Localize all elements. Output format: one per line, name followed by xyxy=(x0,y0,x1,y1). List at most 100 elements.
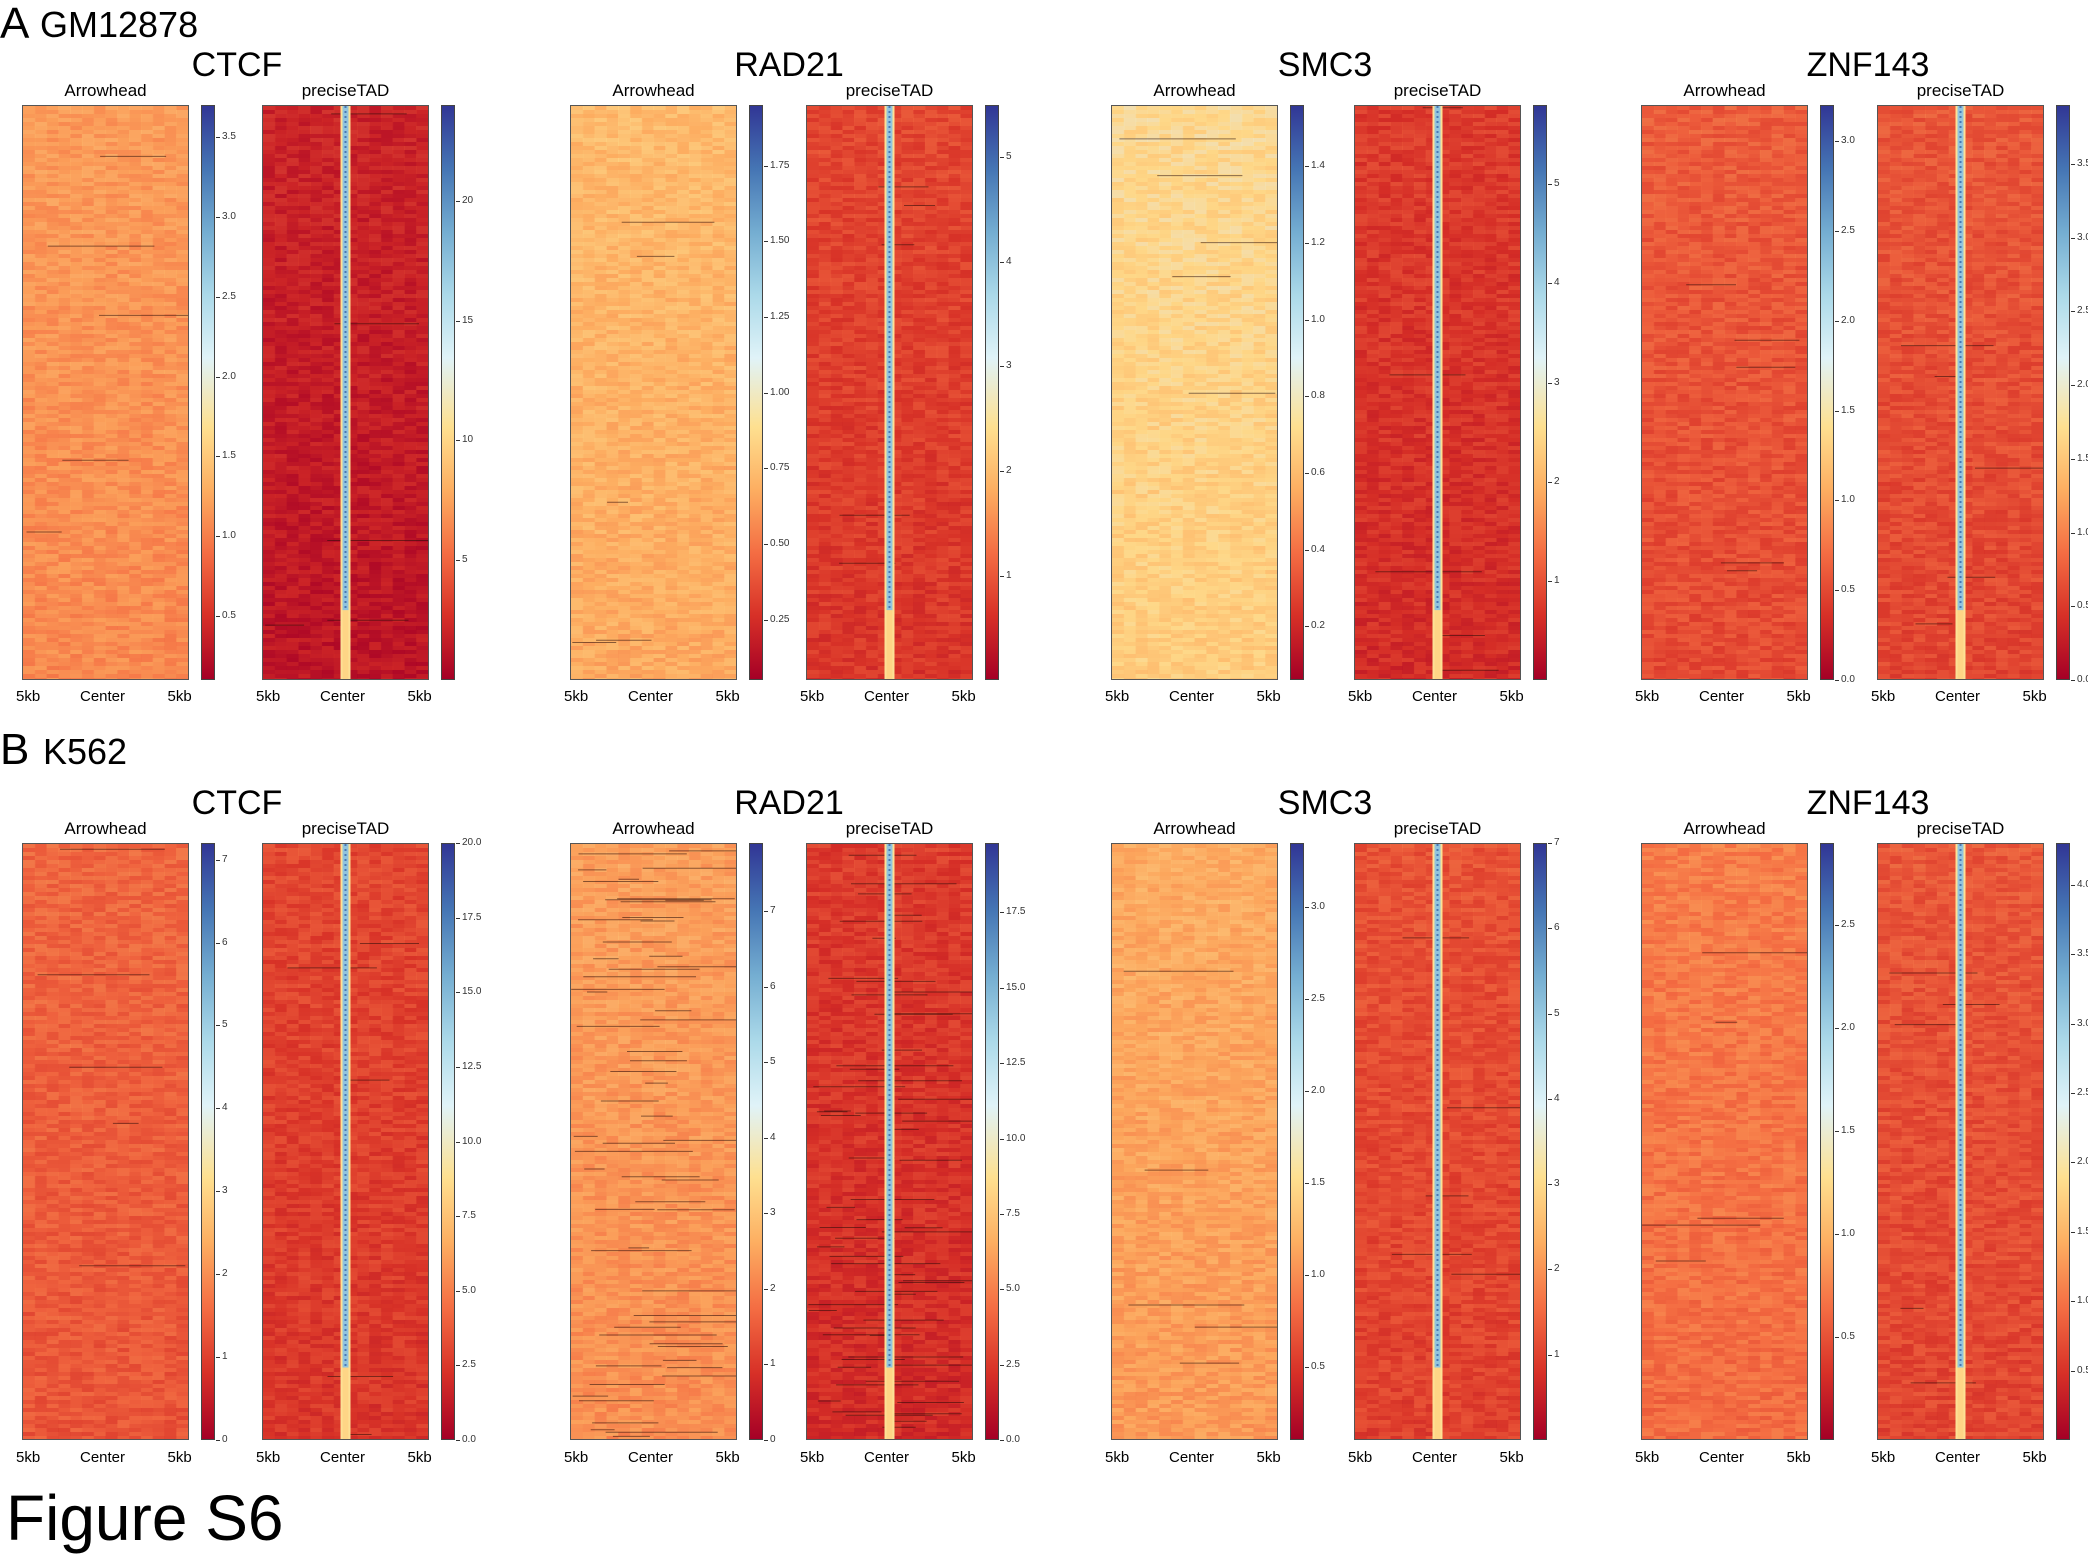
heatmap-cell xyxy=(176,134,188,138)
heatmap-cell xyxy=(653,214,666,218)
heatmap-cell xyxy=(392,614,405,618)
heatmap-cell xyxy=(653,350,666,354)
heatmap-cell xyxy=(263,574,276,578)
heatmap-cell xyxy=(712,358,725,362)
heatmap-cell xyxy=(416,186,428,190)
heatmap-cell xyxy=(274,610,288,614)
heatmap-cell xyxy=(369,506,382,510)
heatmap-cell xyxy=(81,202,95,206)
heatmap-cell xyxy=(606,246,619,250)
heatmap-cell xyxy=(140,250,154,254)
heatmap-cell xyxy=(81,226,95,230)
heatmap-cell xyxy=(117,254,130,258)
heatmap-cell xyxy=(117,470,130,474)
heatmap-cell xyxy=(117,678,130,679)
heatmap-cell xyxy=(152,554,165,558)
heatmap-cell xyxy=(357,502,370,506)
heatmap-cell xyxy=(416,674,428,678)
heatmap-cell xyxy=(23,662,36,666)
heatmap-cell xyxy=(58,626,71,630)
heatmap-cell xyxy=(46,498,59,502)
heatmap-cell xyxy=(298,270,311,274)
heatmap-cell xyxy=(34,294,48,298)
heatmap-cell xyxy=(93,302,107,306)
heatmap-cell xyxy=(606,222,619,226)
heatmap-cell xyxy=(105,274,118,278)
heatmap-cell xyxy=(369,238,382,242)
heatmap-cell xyxy=(117,186,130,190)
heatmap-cell xyxy=(176,254,188,258)
heatmap-cell xyxy=(310,582,323,586)
heatmap-cell xyxy=(724,154,736,158)
heatmap-cell xyxy=(129,674,142,678)
heatmap-cell xyxy=(333,182,347,186)
heatmap-cell xyxy=(688,170,702,174)
heatmap-cell xyxy=(416,418,428,422)
heatmap-cell xyxy=(286,578,299,582)
heatmap-cell xyxy=(263,606,276,610)
heatmap-cell xyxy=(380,162,394,166)
heatmap-cell xyxy=(286,642,299,646)
heatmap-cell xyxy=(117,210,130,214)
heatmap-cell xyxy=(357,510,370,514)
heatmap-cell xyxy=(404,590,417,594)
heatmap-cell xyxy=(310,562,323,566)
heatmap-cell xyxy=(404,306,417,310)
heatmap-cell xyxy=(404,482,417,486)
heatmap-cell xyxy=(369,234,382,238)
heatmap-cell xyxy=(70,534,83,538)
heatmap-cell xyxy=(58,146,71,150)
heatmap-cell xyxy=(164,178,177,182)
heatmap-cell xyxy=(712,118,725,122)
heatmap-cell xyxy=(677,358,690,362)
heatmap-cell xyxy=(176,282,188,286)
heatmap-cell xyxy=(310,418,323,422)
heatmap-cell xyxy=(274,510,288,514)
heatmap-cell xyxy=(310,270,323,274)
heatmap-cell xyxy=(176,518,188,522)
heatmap-cell xyxy=(310,674,323,678)
heatmap-cell xyxy=(263,438,276,442)
heatmap-cell xyxy=(653,334,666,338)
heatmap-cell xyxy=(333,118,347,122)
heatmap-cell xyxy=(152,586,165,590)
heatmap-cell xyxy=(34,306,48,310)
heatmap-cell xyxy=(274,514,288,518)
heatmap-cell xyxy=(380,602,394,606)
heatmap-cell xyxy=(129,274,142,278)
heatmap-cell xyxy=(140,254,154,258)
heatmap-cell xyxy=(105,422,118,426)
heatmap-cell xyxy=(93,142,107,146)
heatmap-cell xyxy=(93,582,107,586)
heatmap-cell xyxy=(140,366,154,370)
heatmap-cell xyxy=(93,178,107,182)
heatmap-cell xyxy=(263,646,276,650)
heatmap-cell xyxy=(629,290,643,294)
heatmap-cell xyxy=(392,622,405,626)
heatmap-cell xyxy=(582,134,596,138)
heatmap-cell xyxy=(712,274,725,278)
heatmap-cell xyxy=(34,550,48,554)
heatmap-cell xyxy=(105,346,118,350)
heatmap-cell xyxy=(606,190,619,194)
heatmap-cell xyxy=(380,330,394,334)
heatmap-cell xyxy=(70,398,83,402)
heatmap-cell xyxy=(140,382,154,386)
heatmap-cell xyxy=(333,390,347,394)
heatmap-cell xyxy=(380,614,394,618)
heatmap-cell xyxy=(176,270,188,274)
heatmap-cell xyxy=(618,310,631,314)
heatmap-cell xyxy=(129,478,142,482)
heatmap-cell xyxy=(164,582,177,586)
heatmap-cell xyxy=(152,226,165,230)
heatmap-cell xyxy=(357,150,370,154)
heatmap-cell xyxy=(333,646,347,650)
heatmap-cell xyxy=(653,250,666,254)
heatmap-cell xyxy=(286,442,299,446)
heatmap-cell xyxy=(164,378,177,382)
heatmap-cell xyxy=(369,310,382,314)
colorbar-tick-label: 5 xyxy=(456,555,468,565)
heatmap-cell xyxy=(81,530,95,534)
heatmap-cell xyxy=(392,310,405,314)
heatmap-cell xyxy=(117,638,130,642)
